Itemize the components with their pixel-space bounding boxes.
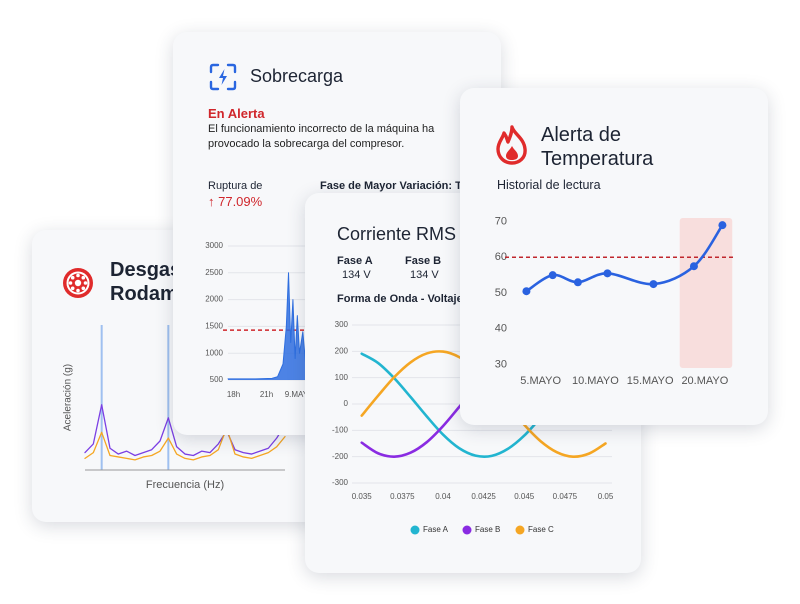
legend-swatch	[462, 525, 472, 535]
point	[522, 287, 531, 296]
y-tick-label: 100	[335, 373, 349, 382]
x-tick-label: 0.035	[352, 492, 373, 501]
y-tick-label: 0	[344, 399, 349, 408]
card-title: Sobrecarga	[250, 66, 344, 86]
card-title: Alerta de Temperatura	[541, 124, 654, 170]
metric-value: ↑ 77.09%	[208, 194, 263, 209]
y-tick-label: -200	[332, 452, 349, 461]
y-tick-label: -100	[332, 425, 349, 434]
x-tick-label: 10.MAYO	[572, 375, 619, 387]
x-tick-label: 0.0475	[553, 492, 578, 501]
point	[689, 262, 698, 271]
stat-label: Fase B	[405, 255, 442, 267]
y-tick-label: 200	[335, 346, 349, 355]
x-tick-label: 21h	[260, 390, 273, 399]
y-tick-label: 2500	[205, 268, 223, 277]
overload-icon	[209, 63, 237, 91]
point	[548, 271, 557, 280]
point	[603, 269, 612, 278]
chart: 30 40 50 60 70 5.MAYO 10.MAYO 15.MAYO 20.MAYO	[495, 215, 735, 387]
x-axis-label: Frecuencia (Hz)	[146, 479, 224, 491]
y-tick-label: 2000	[205, 295, 223, 304]
y-tick-label: 500	[210, 375, 224, 384]
point	[649, 280, 658, 289]
x-tick-label: 9.MAYO	[285, 390, 315, 399]
x-tick-label: 0.05	[598, 492, 614, 501]
description: El funcionamiento incorrecto de la máqui…	[208, 123, 435, 150]
x-tick-label: 15.MAYO	[627, 375, 674, 387]
stat-value: 134 V	[342, 269, 371, 281]
metric-label: Ruptura de	[208, 180, 263, 192]
x-tick-label: 5.MAYO	[520, 375, 561, 387]
x-tick-label: 0.04	[435, 492, 451, 501]
bearing-icon	[63, 268, 93, 298]
x-tick-label: 0.0375	[390, 492, 415, 501]
y-tick-label: 3000	[205, 241, 223, 250]
y-tick-label: 40	[495, 323, 507, 335]
legend-label: Fase C	[528, 525, 554, 534]
legend-swatch	[515, 525, 525, 535]
legend-swatch	[410, 525, 420, 535]
y-tick-label: 300	[335, 320, 349, 329]
y-tick-label: 70	[495, 215, 507, 227]
series-line	[84, 427, 286, 461]
y-tick-label: 60	[495, 251, 507, 263]
temperature-card: Alerta de Temperatura Historial de lectu…	[460, 88, 768, 425]
legend-label: Fase B	[475, 525, 500, 534]
chart-subtitle: Historial de lectura	[497, 178, 601, 192]
legend-label: Fase A	[423, 525, 449, 534]
area-fill	[228, 272, 344, 380]
stat-label: Fase A	[337, 255, 373, 267]
y-tick-label: 1500	[205, 322, 223, 331]
y-tick-label: -300	[332, 478, 349, 487]
metric-label: Fase de Mayor Variación: Todos	[320, 180, 488, 192]
chart: Frecuencia (Hz) Aceleración (g)	[63, 325, 286, 491]
point	[573, 278, 582, 287]
y-tick-label: 50	[495, 287, 507, 299]
y-tick-label: 30	[495, 358, 507, 370]
y-tick-label: 1000	[205, 348, 223, 357]
y-axis-label: Aceleración (g)	[63, 364, 74, 431]
stat-value: 134 V	[410, 269, 439, 281]
chart-subtitle: Forma de Onda - Voltaje	[337, 293, 463, 305]
highlight-band	[679, 218, 733, 368]
x-tick-label: 20.MAYO	[681, 375, 728, 387]
x-tick-label: 0.045	[514, 492, 535, 501]
point	[718, 221, 727, 230]
status: En Alerta	[208, 106, 265, 121]
x-tick-label: 0.0425	[471, 492, 496, 501]
flame-icon	[496, 125, 527, 165]
card-title: Corriente RMS	[337, 224, 457, 244]
series-line	[84, 404, 286, 457]
x-tick-label: 18h	[227, 390, 240, 399]
